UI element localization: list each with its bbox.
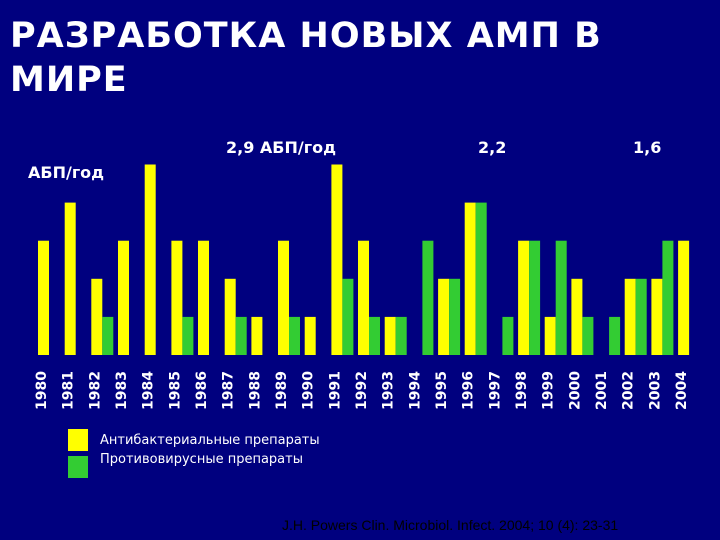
source-citation: J.H. Powers Clin. Microbiol. Infect. 200… bbox=[282, 517, 619, 533]
bar-antibacterial-1987 bbox=[224, 278, 236, 355]
x-tick-label-1986: 1986 bbox=[194, 371, 210, 410]
bar-antiviral-1999 bbox=[555, 240, 567, 355]
bar-antibacterial-1999 bbox=[544, 316, 556, 355]
bar-antiviral-1989 bbox=[289, 316, 300, 355]
x-tick-label-2003: 2003 bbox=[647, 371, 663, 410]
x-tick-label-1981: 1981 bbox=[61, 371, 77, 410]
bar-antiviral-1992 bbox=[369, 316, 380, 355]
bar-antibacterial-2003 bbox=[651, 278, 663, 355]
x-tick-label-1995: 1995 bbox=[434, 371, 450, 410]
bar-antiviral-2000 bbox=[582, 316, 594, 355]
x-tick-label-1992: 1992 bbox=[354, 371, 370, 410]
annotation-1990s: 2,2 bbox=[478, 138, 506, 157]
bar-antiviral-1982 bbox=[102, 316, 114, 355]
legend-swatch-antibacterial bbox=[68, 429, 88, 451]
x-tick-label-1996: 1996 bbox=[461, 371, 477, 410]
chart-bars bbox=[38, 164, 690, 355]
bar-antibacterial-1983 bbox=[118, 240, 129, 355]
x-tick-label-1988: 1988 bbox=[247, 371, 263, 410]
legend-swatch-antiviral bbox=[68, 456, 88, 478]
bar-antibacterial-1988 bbox=[251, 316, 263, 355]
bar-antibacterial-1982 bbox=[91, 278, 103, 355]
bar-antibacterial-1995 bbox=[438, 278, 450, 355]
bar-antiviral-1995 bbox=[449, 278, 461, 355]
bar-antiviral-1991 bbox=[342, 278, 354, 355]
bar-antibacterial-1992 bbox=[358, 240, 369, 355]
x-tick-label-1989: 1989 bbox=[274, 371, 290, 410]
bar-antiviral-1985 bbox=[182, 316, 194, 355]
bar-antiviral-2001 bbox=[609, 316, 621, 355]
bar-antibacterial-1981 bbox=[64, 202, 76, 355]
bar-antiviral-1993 bbox=[395, 316, 407, 355]
x-tick-label-1990: 1990 bbox=[301, 371, 317, 410]
bar-antibacterial-1984 bbox=[144, 164, 156, 355]
x-tick-label-1991: 1991 bbox=[327, 371, 343, 410]
x-tick-label-1994: 1994 bbox=[407, 371, 423, 410]
x-tick-label-1984: 1984 bbox=[141, 371, 157, 410]
annotation-1980s: 2,9 АБП/год bbox=[226, 138, 336, 157]
page-title: РАЗРАБОТКА НОВЫХ АМП В МИРЕ bbox=[10, 16, 602, 100]
x-tick-label-1999: 1999 bbox=[541, 371, 557, 410]
y-axis-label: АБП/год bbox=[28, 163, 104, 182]
bar-antibacterial-2004 bbox=[678, 240, 690, 355]
bar-antibacterial-1991 bbox=[331, 164, 343, 355]
x-tick-label-1998: 1998 bbox=[514, 371, 530, 410]
x-tick-label-1987: 1987 bbox=[221, 371, 237, 410]
bar-antiviral-1997 bbox=[502, 316, 514, 355]
bar-antibacterial-1993 bbox=[384, 316, 396, 355]
chart-x-tick-labels: 1980 1981 1982 1983 1984 1985 1986 1987 1988 1989… bbox=[34, 371, 690, 410]
legend-label-antibacterial: Антибактериальные препараты bbox=[100, 433, 320, 448]
bar-antibacterial-2000 bbox=[571, 278, 583, 355]
annotation-2000s: 1,6 bbox=[633, 138, 661, 157]
bar-antiviral-1998 bbox=[529, 240, 541, 355]
x-tick-label-2000: 2000 bbox=[567, 371, 583, 410]
x-tick-label-1982: 1982 bbox=[87, 371, 103, 410]
x-tick-label-1993: 1993 bbox=[381, 371, 397, 410]
bar-antibacterial-1998 bbox=[518, 240, 530, 355]
bar-antiviral-2003 bbox=[662, 240, 674, 355]
x-tick-label-2001: 2001 bbox=[594, 371, 610, 410]
legend-label-antiviral: Противовирусные препараты bbox=[100, 452, 303, 467]
x-tick-label-2004: 2004 bbox=[674, 371, 690, 410]
bar-antibacterial-1980 bbox=[38, 240, 49, 355]
x-tick-label-2002: 2002 bbox=[621, 371, 637, 410]
x-tick-label-1983: 1983 bbox=[114, 371, 130, 410]
bar-antiviral-2002 bbox=[635, 278, 647, 355]
bar-antibacterial-1990 bbox=[304, 316, 316, 355]
bar-antibacterial-1996 bbox=[464, 202, 476, 355]
bar-antibacterial-2002 bbox=[624, 278, 636, 355]
bar-antiviral-1996 bbox=[475, 202, 487, 355]
bar-antibacterial-1986 bbox=[198, 240, 209, 355]
x-tick-label-1980: 1980 bbox=[34, 371, 50, 410]
bar-antiviral-1994 bbox=[422, 240, 434, 355]
bar-antibacterial-1989 bbox=[278, 240, 289, 355]
bar-antiviral-1987 bbox=[235, 316, 247, 355]
x-tick-label-1997: 1997 bbox=[487, 371, 503, 410]
x-tick-label-1985: 1985 bbox=[167, 371, 183, 410]
bar-antibacterial-1985 bbox=[171, 240, 183, 355]
